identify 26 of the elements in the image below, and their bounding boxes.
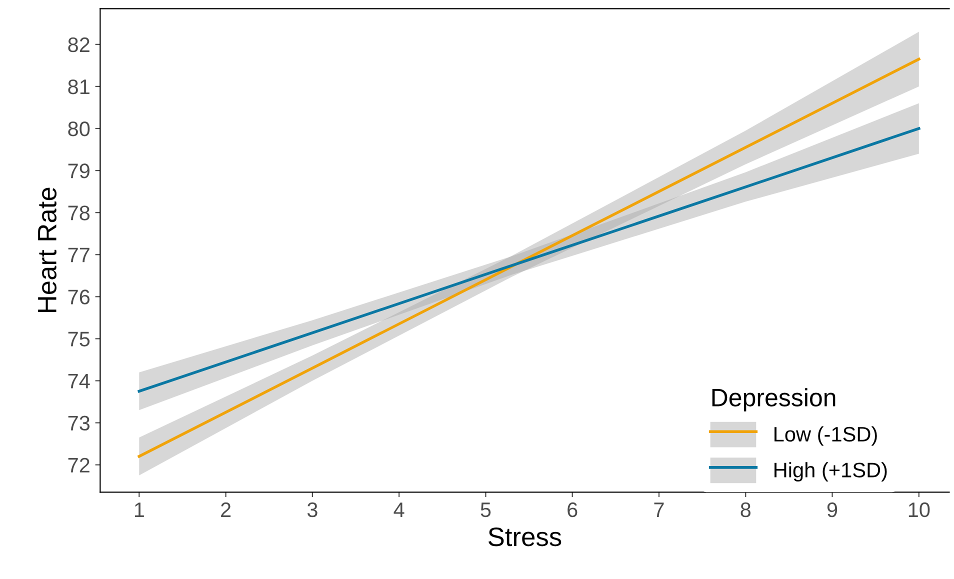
x-tick-label: 5 <box>480 502 491 518</box>
y-tick-label: 80 <box>68 122 90 136</box>
legend-label: Low (-1SD) <box>774 426 877 446</box>
y-tick-label: 74 <box>68 374 90 388</box>
y-axis-title: Heart Rate <box>38 188 57 312</box>
y-tick-label: 81 <box>68 79 90 94</box>
y-tick-label: 76 <box>68 290 90 304</box>
x-tick-label: 1 <box>134 502 144 517</box>
x-tick-label: 10 <box>908 502 930 518</box>
y-tick-label: 75 <box>68 332 90 346</box>
legend-label: High (+1SD) <box>774 462 887 482</box>
x-tick-label: 4 <box>394 502 404 517</box>
x-tick-label: 9 <box>827 502 838 518</box>
x-tick-label: 3 <box>307 502 318 518</box>
x-tick-label: 6 <box>568 502 578 518</box>
y-tick-label: 82 <box>68 37 90 52</box>
x-tick-label: 2 <box>221 502 231 517</box>
legend-title: Depression <box>712 388 836 412</box>
y-tick-label: 79 <box>68 164 90 178</box>
y-tick-label: 73 <box>68 416 90 431</box>
y-tick-label: 77 <box>68 248 90 262</box>
x-tick-label: 8 <box>740 502 751 518</box>
x-axis-title: Stress <box>488 528 562 546</box>
x-tick-label: 7 <box>654 502 664 517</box>
y-tick-label: 78 <box>68 206 90 220</box>
y-tick-label: 72 <box>68 458 90 472</box>
